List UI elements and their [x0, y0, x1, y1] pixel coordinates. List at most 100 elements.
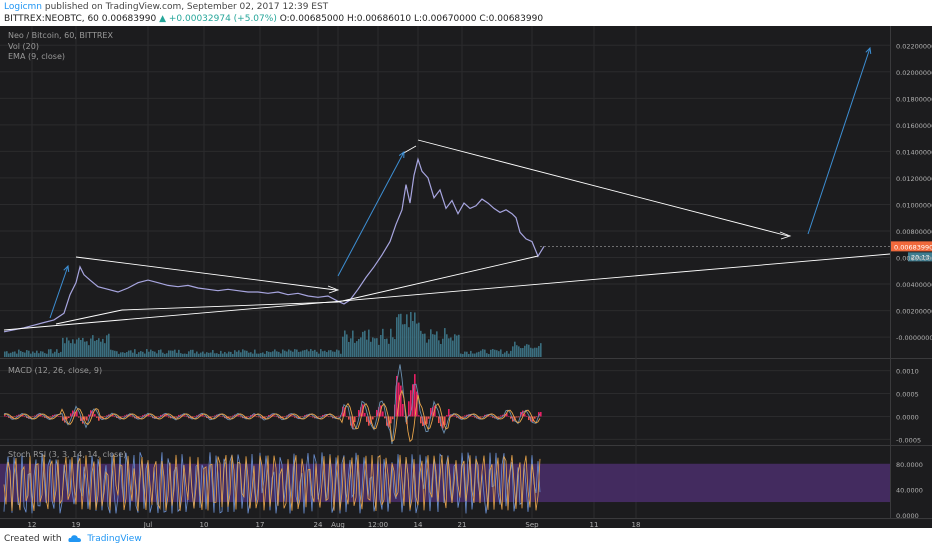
volume-bar [432, 334, 434, 357]
chart-canvas[interactable]: 0.00683990 20.13 0.02200000 0.02000000 0.01… [0, 26, 932, 528]
macd-histogram-bar [58, 416, 60, 417]
volume-tag-label: 20.13 [911, 253, 930, 261]
volume-bar [418, 322, 420, 357]
volume-bar [354, 342, 356, 357]
macd-histogram-bar [330, 416, 332, 418]
macd-histogram-bar [68, 416, 70, 419]
volume-bar [424, 333, 426, 357]
volume-bar [132, 352, 134, 357]
macd-histogram-bar [448, 409, 450, 417]
macd-histogram-bar [202, 415, 204, 417]
volume-bar [214, 353, 216, 357]
macd-histogram-bar [402, 403, 404, 417]
white-trendline [55, 309, 123, 325]
macd-histogram-bar [390, 416, 392, 424]
price-title: Neo / Bitcoin, 60, BITTREX [8, 31, 113, 40]
volume-bar [12, 351, 14, 357]
macd-histogram-bar [410, 390, 412, 417]
macd-signal-line [3, 389, 541, 443]
volume-bar [344, 330, 346, 357]
volume-bar [316, 351, 318, 357]
macd-histogram-bar [226, 416, 228, 419]
macd-histogram-bar [122, 416, 124, 417]
change-value: +0.00032974 (+5.07%) [168, 14, 277, 24]
stoch-tick-label: 0.0000 [896, 512, 919, 520]
volume-bar [184, 353, 186, 357]
macd-histogram-bar [94, 414, 96, 417]
volume-bar [296, 349, 298, 357]
volume-bar [514, 341, 516, 357]
volume-bar [164, 353, 166, 357]
white-trendline [3, 253, 891, 331]
volume-bar [370, 341, 372, 357]
macd-histogram-bar [438, 416, 440, 424]
macd-histogram-bar [10, 416, 12, 419]
volume-bar [440, 343, 442, 357]
price-tick-label: 0.00400000 [896, 281, 932, 289]
volume-bar [286, 351, 288, 357]
price-tick-label: 0.01600000 [896, 122, 932, 130]
macd-histogram-bar [140, 416, 142, 417]
macd-histogram-bar [212, 416, 214, 418]
volume-bar [228, 351, 230, 357]
volume-bar [518, 346, 520, 357]
time-tick-label: 11 [590, 521, 599, 528]
macd-histogram-bar [274, 415, 276, 417]
volume-bar [240, 352, 242, 357]
volume-bar [128, 350, 130, 357]
blue-arrow-line [49, 265, 69, 319]
volume-bar [504, 352, 506, 357]
volume-bar [4, 351, 6, 357]
macd-histogram-bar [60, 416, 62, 418]
tradingview-brand[interactable]: TradingView [87, 534, 142, 544]
macd-histogram-bar [426, 416, 428, 424]
volume-bar [16, 353, 18, 357]
volume-bar [280, 353, 282, 357]
volume-bar [534, 347, 536, 357]
volume-bar [356, 341, 358, 357]
volume-bar [254, 349, 256, 357]
macd-histogram-bar [72, 410, 74, 417]
macd-histogram-bar [388, 416, 390, 428]
created-with-label: Created with [4, 534, 62, 544]
macd-histogram-bar [286, 415, 288, 417]
volume-bar [78, 337, 80, 357]
volume-bar [404, 324, 406, 357]
macd-histogram-bar [250, 415, 252, 417]
author-link[interactable]: Logicmn [4, 2, 42, 12]
volume-bar [414, 312, 416, 357]
macd-histogram-bar [76, 411, 78, 417]
published-text: published on TradingView.com, September … [44, 2, 329, 12]
time-tick-label: Jul [143, 521, 153, 528]
volume-bar [386, 338, 388, 357]
volume-bar [82, 337, 84, 357]
volume-bar [426, 342, 428, 357]
macd-histogram-bar [106, 415, 108, 417]
price-tick-label: 0.02200000 [896, 42, 932, 50]
macd-histogram-bar [42, 416, 44, 418]
volume-bar [106, 335, 108, 357]
volume-bar [200, 352, 202, 357]
created-with: Created with TradingView [4, 534, 142, 544]
volume-bar [46, 353, 48, 357]
volume-bar [454, 334, 456, 357]
macd-histogram-bar [540, 411, 542, 417]
macd-histogram-bar [538, 412, 540, 417]
volume-bar [430, 329, 432, 357]
volume-bar [340, 353, 342, 357]
volume-bar [502, 353, 504, 357]
volume-bar [152, 351, 154, 357]
volume-bar [230, 351, 232, 357]
last-price: 0.00683990 [101, 14, 157, 24]
volume-bar [260, 353, 262, 357]
volume-bar [474, 353, 476, 357]
volume-bar [402, 324, 404, 357]
volume-bar [268, 351, 270, 357]
macd-histogram-bar [432, 407, 434, 417]
volume-bar [198, 353, 200, 357]
macd-histogram-bar [304, 415, 306, 417]
macd-histogram-bar [132, 416, 134, 418]
volume-bar [434, 334, 436, 357]
blue-arrowhead [865, 46, 872, 55]
macd-histogram-bar [52, 415, 54, 417]
